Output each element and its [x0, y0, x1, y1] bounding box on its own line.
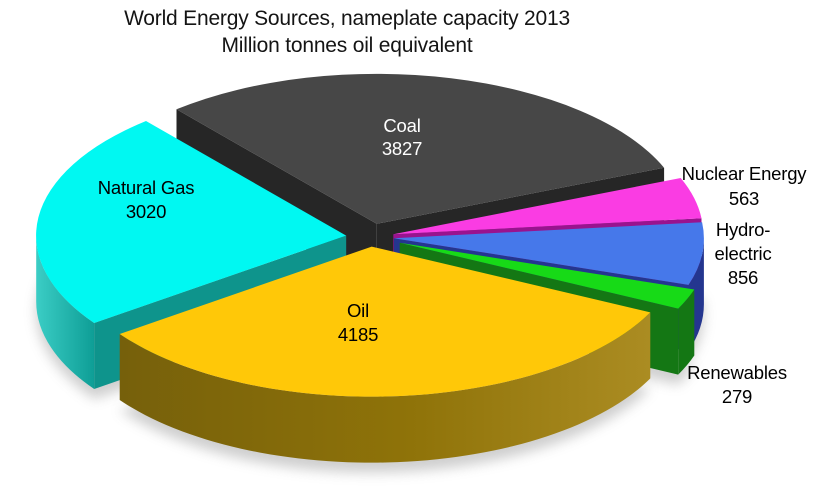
slice-label-oil: Oil 4185	[298, 299, 418, 347]
slice-value-natural-gas: 3020	[125, 201, 167, 222]
slice-name-nuclear: Nuclear Energy	[681, 163, 807, 184]
chart-title: World Energy Sources, nameplate capacity…	[47, 5, 647, 59]
slice-top-hydro	[393, 222, 704, 285]
slice-label-nuclear: Nuclear Energy 563	[664, 161, 813, 211]
slice-top-natural_gas	[36, 121, 347, 323]
slice-value-hydro-electric: 856	[727, 267, 759, 288]
slice-value-renewables: 279	[721, 386, 753, 407]
slice-name-hydro-electric: Hydro-electric	[714, 219, 772, 264]
slice-name-coal: Coal	[383, 115, 421, 136]
chart-title-line2: Million tonnes oil equivalent	[221, 34, 473, 57]
slice-rim-wall-renewables	[678, 289, 695, 375]
slice-value-oil: 4185	[337, 324, 379, 345]
slice-top-renewables	[399, 242, 695, 309]
slice-label-renewables: Renewables 279	[667, 361, 807, 409]
slice-top-coal	[176, 73, 665, 224]
slice-rim-wall-natural_gas	[36, 235, 95, 389]
slice-label-hydro-electric: Hydro-electric 856	[695, 218, 791, 290]
slice-label-coal: Coal 3827	[342, 114, 462, 160]
slice-rim-wall-oil	[119, 312, 651, 463]
slice-name-natural-gas: Natural Gas	[97, 177, 195, 198]
chart-title-line1: World Energy Sources, nameplate capacity…	[124, 7, 570, 30]
slice-name-renewables: Renewables	[687, 362, 787, 383]
slice-value-coal: 3827	[381, 138, 423, 159]
slice-name-oil: Oil	[346, 300, 369, 321]
slice-top-oil	[119, 246, 651, 397]
slice-value-nuclear: 563	[728, 188, 760, 209]
slice-label-natural-gas: Natural Gas 3020	[76, 176, 216, 224]
slice-top-nuclear	[393, 178, 702, 235]
